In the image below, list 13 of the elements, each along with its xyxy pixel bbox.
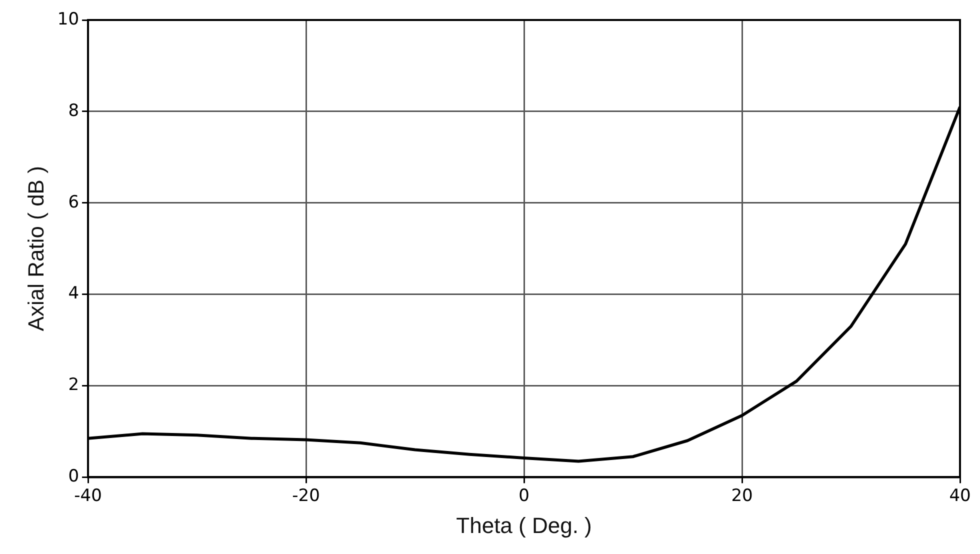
y-tick-label: 4	[68, 284, 80, 304]
y-tick-label: 6	[68, 192, 80, 212]
y-axis-title: Axial Ratio ( dB )	[23, 166, 48, 332]
x-tick-label: 20	[731, 486, 753, 506]
x-axis-title: Theta ( Deg. )	[456, 512, 592, 538]
y-tick-label: 8	[68, 100, 80, 121]
x-tick-label: 0	[518, 486, 530, 506]
x-tick-label: -20	[292, 486, 320, 506]
y-tick-label: 0	[68, 466, 80, 487]
y-tick-label: 2	[68, 375, 80, 396]
y-tick-label: 10	[57, 9, 80, 30]
x-tick-label: 40	[949, 486, 971, 506]
x-tick-label: -40	[74, 486, 102, 506]
